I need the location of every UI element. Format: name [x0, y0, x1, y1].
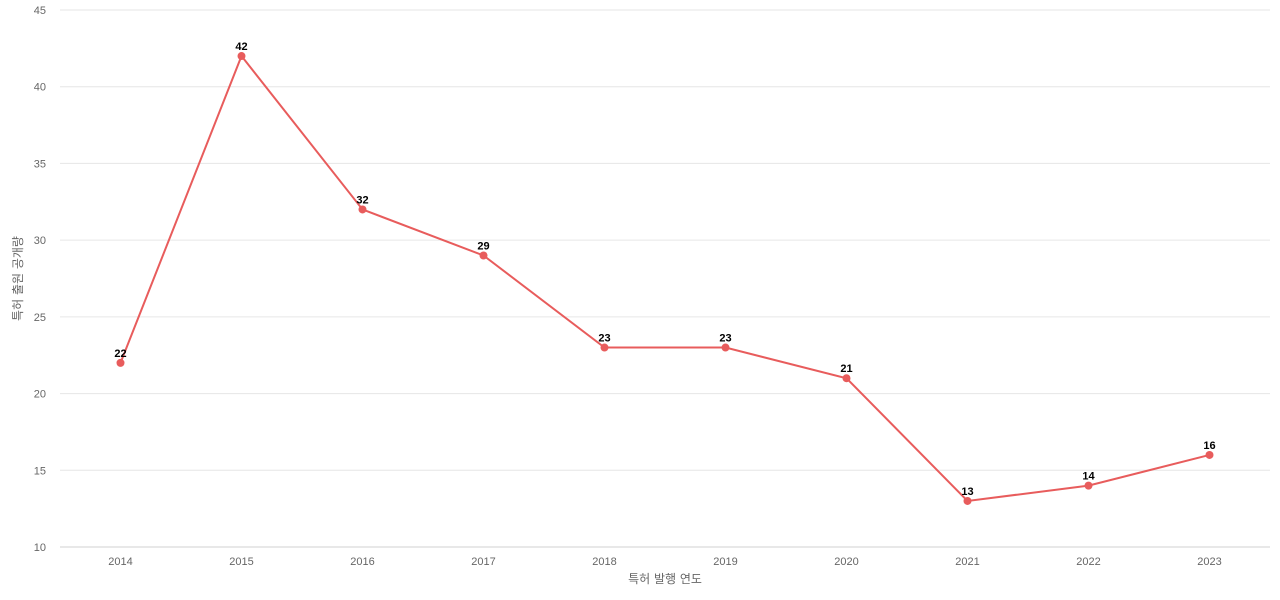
- x-tick-label: 2014: [108, 556, 132, 568]
- y-tick-label: 35: [34, 158, 46, 170]
- data-label: 16: [1203, 440, 1215, 452]
- y-tick-label: 25: [34, 312, 46, 324]
- x-axis-title: 특허 발행 연도: [628, 571, 702, 586]
- x-tick-label: 2018: [592, 556, 616, 568]
- data-point[interactable]: [1205, 450, 1214, 459]
- data-labels: 22 42 32 29 23 23 21 13 14 16: [114, 41, 1215, 498]
- data-label: 21: [840, 363, 852, 375]
- x-tick-label: 2015: [229, 556, 253, 568]
- data-label: 42: [235, 41, 247, 53]
- y-axis-title: 특허 출원 공개량: [11, 236, 25, 321]
- y-tick-label: 15: [34, 465, 46, 477]
- data-point[interactable]: [600, 343, 609, 352]
- x-tick-label: 2022: [1076, 556, 1100, 568]
- data-point[interactable]: [358, 205, 367, 214]
- x-tick-label: 2023: [1197, 556, 1221, 568]
- data-label: 23: [598, 333, 610, 345]
- x-tick-label: 2019: [713, 556, 737, 568]
- data-label: 14: [1082, 471, 1095, 483]
- data-label: 32: [356, 194, 368, 206]
- x-axis-ticks: 2014 2015 2016 2017 2018 2019 2020 2021 2022 2023: [108, 556, 1221, 568]
- x-tick-label: 2020: [834, 556, 858, 568]
- y-axis-ticks: 10 15 20 25 30 35 40 45: [34, 5, 46, 554]
- data-label: 29: [477, 240, 489, 252]
- data-point[interactable]: [963, 496, 972, 505]
- data-label: 22: [114, 348, 126, 360]
- data-point[interactable]: [237, 52, 246, 61]
- y-tick-label: 45: [34, 5, 46, 17]
- data-point[interactable]: [116, 358, 125, 367]
- data-point[interactable]: [721, 343, 730, 352]
- data-point[interactable]: [1084, 481, 1093, 490]
- data-label: 23: [719, 333, 731, 345]
- series-group: [116, 52, 1214, 505]
- data-label: 13: [961, 486, 973, 498]
- y-tick-label: 40: [34, 82, 46, 94]
- y-tick-label: 20: [34, 389, 46, 401]
- y-tick-label: 10: [34, 542, 46, 554]
- x-tick-label: 2021: [955, 556, 979, 568]
- grid: [60, 9, 1270, 548]
- x-tick-label: 2016: [350, 556, 374, 568]
- data-point[interactable]: [479, 251, 488, 260]
- series-line: [119, 54, 1210, 503]
- y-tick-label: 30: [34, 235, 46, 247]
- x-tick-label: 2017: [471, 556, 495, 568]
- data-point[interactable]: [842, 374, 851, 383]
